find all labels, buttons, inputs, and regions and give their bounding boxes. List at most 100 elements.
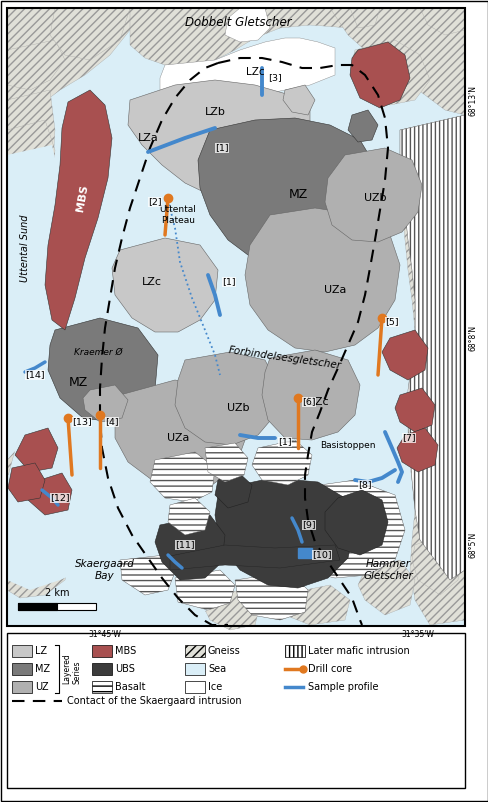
Polygon shape (357, 560, 414, 615)
Text: LZc: LZc (245, 67, 264, 77)
Text: [10]: [10] (311, 550, 331, 560)
Polygon shape (283, 85, 314, 115)
Polygon shape (367, 165, 397, 200)
Bar (12, 681, 32, 693)
Text: [14]: [14] (25, 371, 44, 379)
Text: Hammer
Gletscher: Hammer Gletscher (363, 559, 412, 581)
Bar (92, 645, 112, 657)
Text: LZa: LZa (137, 133, 158, 143)
Text: Layered
Series: Layered Series (62, 654, 81, 684)
Text: Sample profile: Sample profile (307, 682, 378, 692)
Polygon shape (45, 90, 112, 330)
Text: [6]: [6] (302, 398, 315, 407)
Polygon shape (48, 318, 158, 422)
Polygon shape (50, 8, 130, 60)
Text: MBS: MBS (115, 646, 136, 656)
Text: LZb: LZb (204, 107, 225, 117)
Polygon shape (150, 452, 215, 502)
Polygon shape (399, 115, 464, 625)
Text: UBS: UBS (115, 664, 135, 674)
Polygon shape (224, 8, 269, 42)
Text: [13]: [13] (72, 418, 92, 427)
Polygon shape (8, 463, 45, 502)
Polygon shape (396, 428, 437, 472)
Text: MZ: MZ (35, 664, 50, 674)
Polygon shape (112, 238, 218, 332)
Polygon shape (254, 205, 367, 275)
Polygon shape (204, 443, 247, 482)
Polygon shape (7, 520, 70, 598)
Polygon shape (120, 555, 175, 595)
Text: [1]: [1] (278, 438, 291, 447)
Bar (92, 663, 112, 675)
Polygon shape (419, 8, 464, 35)
Text: 68°13'N: 68°13'N (467, 84, 476, 115)
Text: [12]: [12] (50, 493, 69, 503)
Text: LZc: LZc (142, 277, 162, 287)
Bar (7, 633, 464, 788)
Text: LZ: LZ (35, 646, 47, 656)
Polygon shape (349, 40, 429, 105)
Text: Uttental Sund: Uttental Sund (20, 214, 30, 282)
Text: Kraemer Ø: Kraemer Ø (74, 347, 122, 357)
Polygon shape (325, 148, 421, 242)
Polygon shape (204, 345, 294, 430)
Text: UZc: UZc (306, 397, 328, 407)
Bar (184, 681, 204, 693)
Polygon shape (7, 90, 55, 480)
Text: Ice: Ice (207, 682, 222, 692)
Bar (7, 8, 464, 626)
Text: 68°5'N: 68°5'N (467, 532, 476, 558)
Text: 68°8'N: 68°8'N (467, 325, 476, 351)
Bar (92, 681, 112, 693)
Text: Gneiss: Gneiss (207, 646, 240, 656)
Text: Contact of the Skaergaard intrusion: Contact of the Skaergaard intrusion (67, 696, 241, 706)
Polygon shape (297, 548, 311, 558)
Polygon shape (7, 145, 60, 460)
Polygon shape (18, 603, 96, 610)
Text: Drill core: Drill core (307, 664, 351, 674)
Polygon shape (7, 120, 55, 450)
Polygon shape (170, 545, 339, 570)
Bar (12, 663, 32, 675)
Polygon shape (160, 38, 334, 128)
Text: MZ: MZ (288, 188, 307, 201)
Text: Skaergaard
Bay: Skaergaard Bay (75, 559, 135, 581)
Text: [11]: [11] (175, 541, 194, 549)
Polygon shape (198, 118, 374, 265)
Polygon shape (262, 350, 359, 440)
Polygon shape (183, 280, 240, 370)
Polygon shape (155, 515, 224, 580)
Polygon shape (168, 498, 209, 535)
Text: UZb: UZb (363, 193, 386, 203)
Polygon shape (251, 440, 311, 485)
Text: 31°35'W: 31°35'W (401, 630, 433, 639)
Text: MBS: MBS (75, 184, 89, 213)
Polygon shape (235, 572, 307, 620)
Text: MZ: MZ (68, 375, 87, 388)
Text: Sea: Sea (207, 664, 225, 674)
Text: UZb: UZb (226, 403, 249, 413)
Text: Dobbelt Gletscher: Dobbelt Gletscher (184, 15, 291, 29)
Text: [5]: [5] (384, 318, 398, 326)
Polygon shape (115, 380, 244, 490)
Polygon shape (175, 352, 278, 445)
Polygon shape (83, 385, 128, 422)
Polygon shape (215, 478, 354, 588)
Polygon shape (329, 8, 464, 115)
Text: [7]: [7] (401, 434, 415, 443)
Polygon shape (7, 460, 130, 590)
Text: 31°45'W: 31°45'W (88, 630, 121, 639)
Polygon shape (411, 535, 459, 595)
Text: Uttental
Plateau: Uttental Plateau (159, 205, 196, 225)
Bar (7, 8, 464, 626)
Text: Later mafic intrusion: Later mafic intrusion (307, 646, 409, 656)
Polygon shape (381, 330, 427, 380)
Text: UZa: UZa (166, 433, 189, 443)
Polygon shape (130, 8, 464, 65)
Polygon shape (28, 473, 72, 515)
Polygon shape (215, 472, 251, 508)
Bar (285, 645, 305, 657)
Polygon shape (18, 603, 57, 610)
Bar (12, 645, 32, 657)
